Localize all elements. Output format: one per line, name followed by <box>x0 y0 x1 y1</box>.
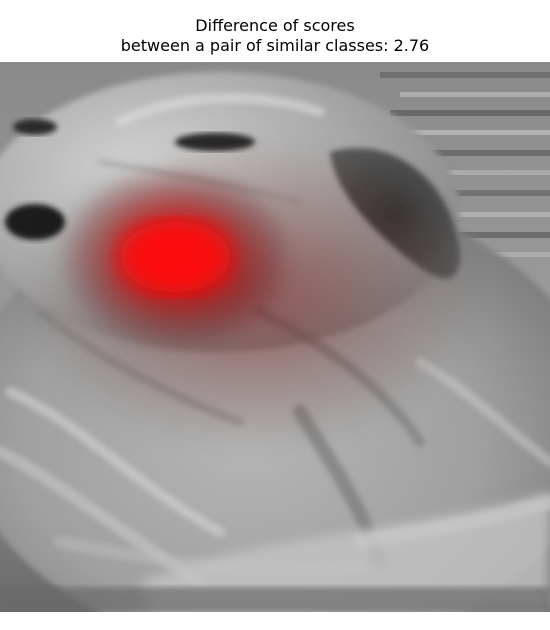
dog-paw <box>140 492 550 612</box>
dog-photo-with-heatmap <box>0 62 550 612</box>
background-stripes <box>380 72 550 257</box>
title-line-1: Difference of scores <box>195 16 355 35</box>
title-line-2: between a pair of similar classes: 2.76 <box>120 36 430 55</box>
heatmap-overlay <box>20 132 480 452</box>
dog-eye-left <box>13 119 57 135</box>
heatmap-peak <box>120 222 230 292</box>
saliency-image <box>0 62 550 612</box>
ground <box>0 587 550 612</box>
figure-title: Difference of scores between a pair of s… <box>0 16 550 56</box>
